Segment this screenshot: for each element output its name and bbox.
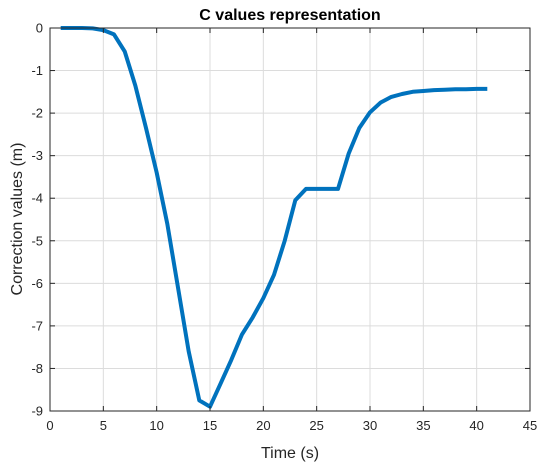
y-tick-label: -1 <box>31 63 43 78</box>
x-tick-label: 0 <box>46 418 53 433</box>
y-tick-label: -7 <box>31 318 43 333</box>
x-tick-labels: 0 5 10 15 20 25 30 35 40 45 <box>46 418 537 433</box>
y-tick-label: -9 <box>31 404 43 419</box>
x-tick-label: 5 <box>100 418 107 433</box>
x-tick-label: 20 <box>256 418 270 433</box>
tick-marks <box>49 27 531 412</box>
x-tick-label: 35 <box>416 418 430 433</box>
series-group <box>60 26 488 409</box>
x-tick-label: 15 <box>203 418 217 433</box>
chart-title: C values representation <box>199 7 380 24</box>
y-tick-label: -5 <box>31 233 43 248</box>
y-tick-label: 0 <box>36 21 43 36</box>
y-tick-label: -2 <box>31 106 43 121</box>
y-tick-label: -6 <box>31 276 43 291</box>
plot-frame <box>49 27 531 412</box>
y-tick-labels: 0 -1 -2 -3 -4 -5 -6 -7 -8 -9 <box>31 21 43 419</box>
y-tick-label: -3 <box>31 148 43 163</box>
x-axis-label: Time (s) <box>261 445 319 462</box>
y-tick-label: -8 <box>31 361 43 376</box>
x-tick-label: 25 <box>309 418 323 433</box>
y-axis-label: Correction values (m) <box>9 143 26 296</box>
x-tick-label: 30 <box>363 418 377 433</box>
y-tick-label: -4 <box>31 191 43 206</box>
x-tick-label: 40 <box>469 418 483 433</box>
x-tick-label: 10 <box>149 418 163 433</box>
x-tick-label: 45 <box>523 418 537 433</box>
series-line-0 <box>60 26 488 409</box>
